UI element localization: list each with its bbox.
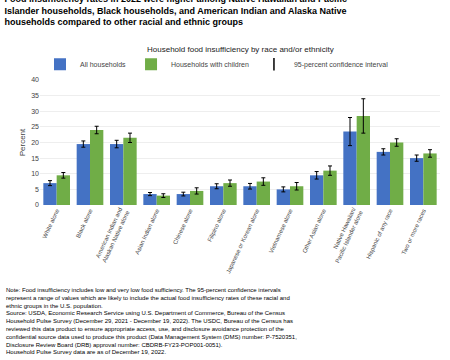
svg-text:American Indian andAlaskan Nat: American Indian andAlaskan Native alone — [94, 206, 131, 264]
svg-text:20: 20 — [31, 139, 39, 146]
svg-text:All households: All households — [80, 61, 126, 68]
svg-text:Native Hawaiian/Pacific Island: Native Hawaiian/Pacific Islander alone — [327, 206, 364, 264]
svg-text:Food insufficiency rates in 20: Food insufficiency rates in 2022 were hi… — [5, 0, 348, 27]
svg-text:40: 40 — [31, 76, 39, 83]
svg-text:5: 5 — [35, 186, 39, 193]
svg-text:Two or more races: Two or more races — [401, 208, 427, 256]
svg-text:Percent: Percent — [18, 128, 27, 156]
svg-text:Japanese or Korean alone: Japanese or Korean alone — [225, 208, 260, 275]
svg-text:0: 0 — [35, 201, 39, 208]
svg-text:15: 15 — [31, 155, 39, 162]
svg-text:25: 25 — [31, 123, 39, 130]
svg-text:Asian Indian alone: Asian Indian alone — [134, 208, 161, 256]
svg-text:Vietnamese alone: Vietnamese alone — [268, 208, 294, 255]
svg-text:Households with children: Households with children — [171, 61, 249, 68]
svg-text:95-percent confidence interval: 95-percent confidence interval — [294, 61, 388, 69]
svg-text:Black alone: Black alone — [75, 208, 94, 239]
svg-text:10: 10 — [31, 170, 39, 177]
svg-text:Note: Food insufficiency inclu: Note: Food insufficiency includes low an… — [6, 287, 297, 355]
svg-text:Filipino alone: Filipino alone — [207, 208, 228, 243]
svg-text:Hispanic of any race: Hispanic of any race — [365, 208, 394, 260]
svg-text:Household food insufficiency b: Household food insufficiency by race and… — [147, 45, 334, 54]
svg-text:Other Asian alone: Other Asian alone — [301, 208, 327, 254]
svg-text:35: 35 — [31, 92, 39, 99]
svg-text:30: 30 — [31, 108, 39, 115]
svg-text:Chinese alone: Chinese alone — [172, 208, 194, 246]
svg-text:White alone: White alone — [41, 208, 60, 240]
